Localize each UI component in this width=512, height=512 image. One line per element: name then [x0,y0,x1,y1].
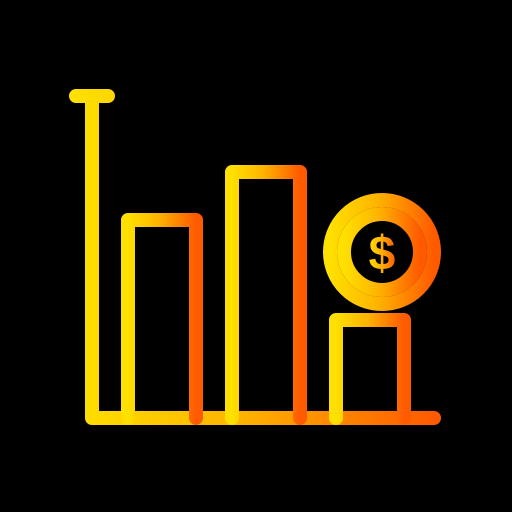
bar-2 [232,172,300,418]
dollar-sign-icon: $ [369,228,396,281]
bar-1 [128,220,196,418]
bar-3 [336,320,404,418]
dollar-bar-chart-icon: $ [0,0,512,512]
chart-svg: $ [0,0,512,512]
